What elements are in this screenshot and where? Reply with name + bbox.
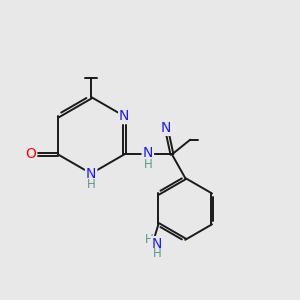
- Text: H: H: [153, 247, 161, 260]
- Text: N: N: [152, 237, 162, 251]
- Text: H: H: [143, 158, 152, 171]
- Text: N: N: [161, 121, 171, 135]
- Text: N: N: [119, 109, 129, 123]
- Text: N: N: [86, 167, 96, 181]
- Text: H: H: [87, 178, 95, 191]
- Text: H: H: [145, 233, 153, 247]
- Text: N: N: [142, 146, 153, 160]
- Text: O: O: [26, 147, 36, 161]
